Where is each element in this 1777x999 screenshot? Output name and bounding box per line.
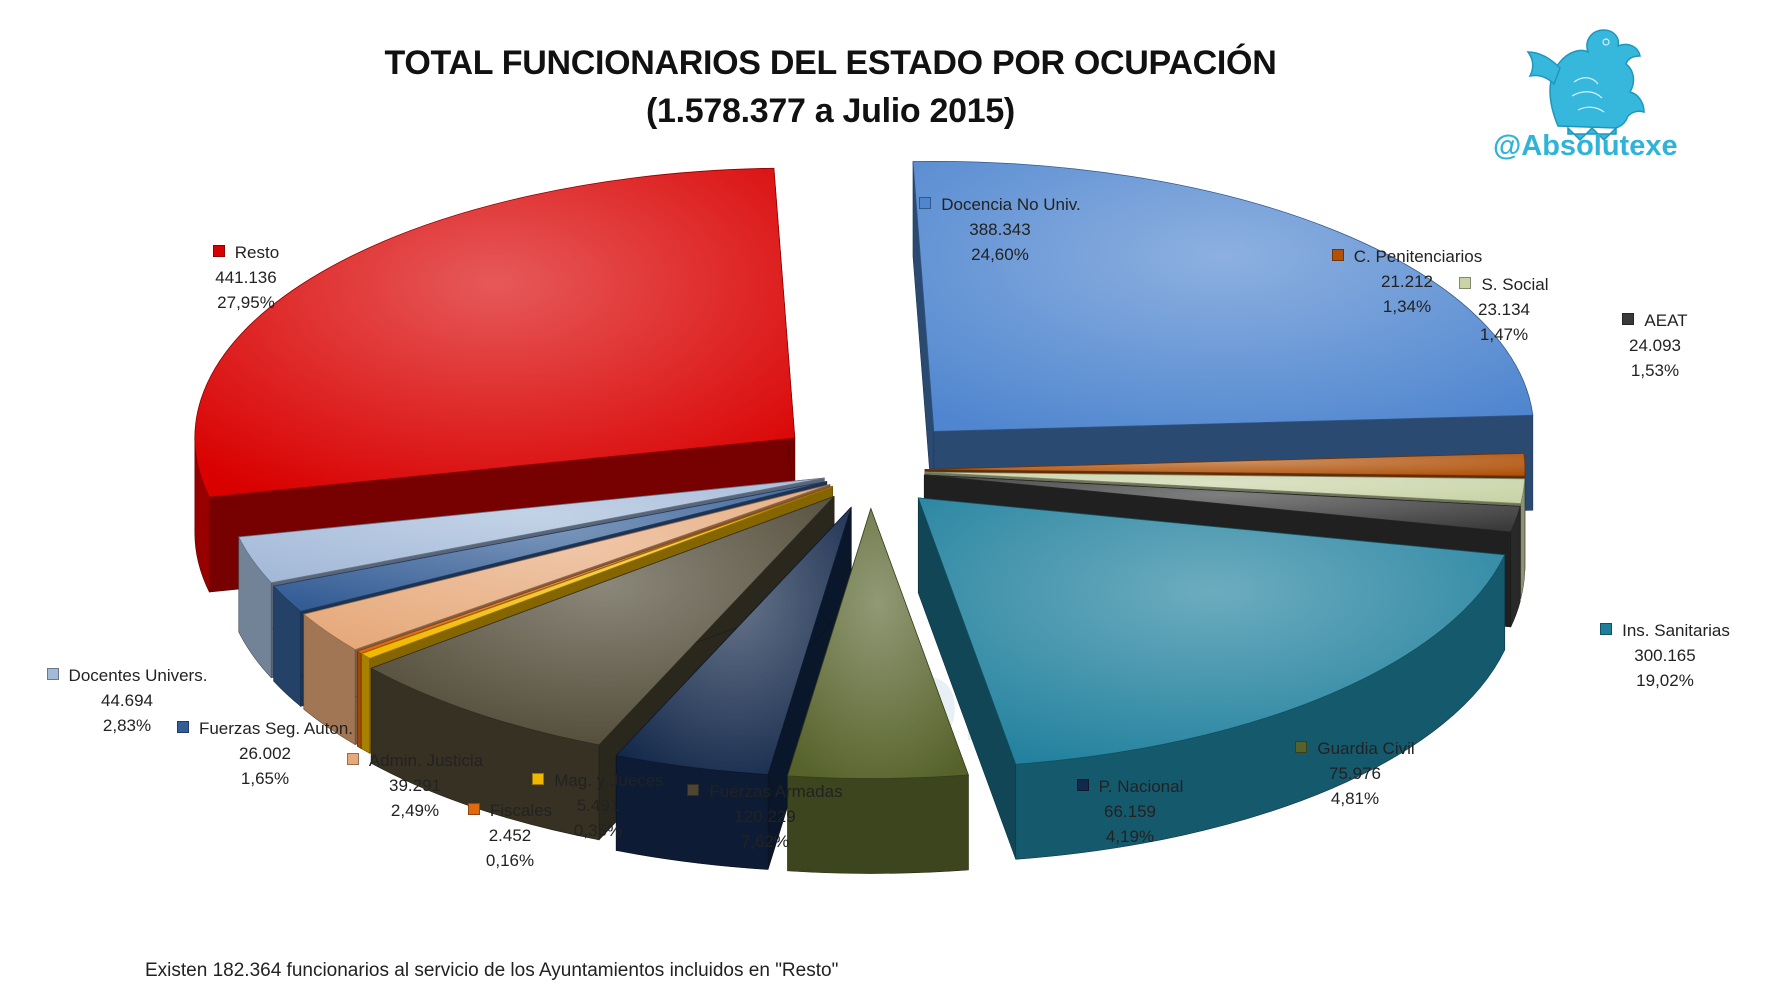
legend-marker-icon (212, 245, 225, 257)
legend-marker-icon (176, 721, 189, 733)
legend-marker-icon (919, 197, 932, 209)
slice-name: Resto (234, 243, 280, 262)
slice-percent: 2,83% (102, 716, 152, 735)
slice-percent: 27,95% (217, 293, 275, 312)
slice-name: Ins. Sanitarias (1622, 621, 1730, 640)
slice-name: Mag. y Jueces (554, 771, 664, 790)
slice-label: S. Social 23.134 1,47% (1374, 272, 1634, 347)
slice-value: 5.491 (576, 796, 620, 815)
slice-percent: 19,02% (1636, 671, 1694, 690)
legend-marker-icon (532, 773, 545, 785)
footnote: Existen 182.364 funcionarios al servicio… (145, 960, 839, 981)
brand-handle: @Absolutexe (1493, 130, 1678, 162)
slice-percent: 0,16% (485, 851, 535, 870)
legend-marker-icon (1459, 277, 1472, 289)
slice-label: P. Nacional 66.159 4,19% (1000, 774, 1260, 849)
slice-label: Fuerzas Seg. Auton. 26.002 1,65% (135, 716, 395, 791)
slice-percent: 4,81% (1330, 789, 1380, 808)
legend-marker-icon (1295, 741, 1308, 753)
slice-percent: 1,47% (1479, 325, 1529, 344)
slice-label: Guardia Civil 75.976 4,81% (1225, 736, 1485, 811)
slice-value: 75.976 (1329, 764, 1381, 783)
slice-label: Ins. Sanitarias 300.165 19,02% (1535, 618, 1777, 693)
pie-slice (787, 507, 969, 874)
slice-value: 120.229 (734, 807, 796, 826)
slice-percent: 7,62% (740, 832, 790, 851)
slice-label: AEAT 24.093 1,53% (1525, 308, 1777, 383)
slice-label: Mag. y Jueces 5.491 0,35% (468, 768, 728, 843)
slice-name: C. Penitenciarios (1353, 247, 1483, 266)
slice-label: Fiscales 2.452 0,16% (380, 798, 640, 873)
slice-percent: 2,49% (390, 801, 440, 820)
slice-value: 66.159 (1104, 802, 1156, 821)
slice-label: Fuerzas Armadas 120.229 7,62% (635, 779, 895, 854)
slice-name: Fuerzas Seg. Auton. (198, 719, 354, 738)
slice-value: 388.343 (969, 220, 1031, 239)
legend-marker-icon (1331, 249, 1344, 261)
slice-value: 26.002 (239, 744, 291, 763)
slice-label: Resto 441.136 27,95% (116, 240, 376, 315)
slice-name: Guardia Civil (1317, 739, 1415, 758)
legend-marker-icon (1600, 623, 1613, 635)
pie-slice (917, 497, 1506, 860)
slice-name: P. Nacional (1098, 777, 1184, 796)
slice-name: Docencia No Univ. (941, 195, 1081, 214)
slice-label: C. Penitenciarios 21.212 1,34% (1277, 244, 1537, 319)
slice-name: Fiscales (489, 801, 553, 820)
griffin-logo-icon (1526, 29, 1645, 142)
slice-value: 21.212 (1381, 272, 1433, 291)
slice-value: 44.694 (101, 691, 153, 710)
slice-percent: 1,65% (240, 769, 290, 788)
slice-name: AEAT (1644, 311, 1688, 330)
legend-marker-icon (687, 784, 700, 796)
slice-value: 39.291 (389, 776, 441, 795)
legend-marker-icon (1076, 779, 1089, 791)
slice-name: Admin. Justicia (368, 751, 484, 770)
slice-percent: 1,34% (1382, 297, 1432, 316)
slice-label: Admin. Justicia 39.291 2,49% (285, 748, 545, 823)
chart-title: TOTAL FUNCIONARIOS DEL ESTADO POR OCUPAC… (384, 44, 1277, 82)
slice-percent: 4,19% (1105, 827, 1155, 846)
legend-marker-icon (346, 753, 359, 765)
slice-percent: 24,60% (971, 245, 1029, 264)
slice-value: 23.134 (1478, 300, 1530, 319)
legend-marker-icon (46, 668, 59, 680)
slice-percent: 1,53% (1630, 361, 1680, 380)
slice-value: 300.165 (1634, 646, 1696, 665)
slice-percent: 0,35% (573, 821, 623, 840)
slice-label: Docentes Univers. 44.694 2,83% (0, 663, 257, 738)
legend-marker-icon (467, 803, 480, 815)
slice-name: Fuerzas Armadas (709, 782, 843, 801)
slice-value: 2.452 (488, 826, 532, 845)
slice-name: S. Social (1481, 275, 1549, 294)
chart-subtitle: (1.578.377 a Julio 2015) (646, 92, 1015, 130)
slice-label: Docencia No Univ. 388.343 24,60% (870, 192, 1130, 267)
slice-name: Docentes Univers. (68, 666, 208, 685)
legend-marker-icon (1622, 313, 1635, 325)
slice-value: 441.136 (215, 268, 277, 287)
slice-value: 24.093 (1629, 336, 1681, 355)
